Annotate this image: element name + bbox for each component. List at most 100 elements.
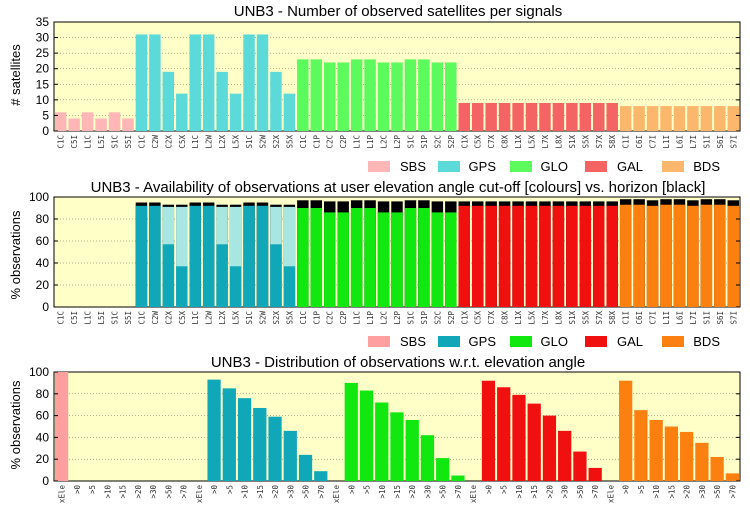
bar-cutoff <box>162 244 175 307</box>
x-tick-label: S1X <box>568 135 577 149</box>
x-tick-label: S7I <box>729 135 738 149</box>
bar-cutoff <box>512 205 524 307</box>
x-tick-label: >15 <box>667 485 676 499</box>
legend-label-gps: GPS <box>469 334 497 349</box>
x-tick-label: >30 <box>698 485 707 499</box>
bar-cutoff <box>687 205 699 307</box>
x-tick-label: L1C <box>353 135 362 149</box>
x-tick-label: C7X <box>487 135 496 149</box>
x-tick-label: L5X <box>528 135 537 149</box>
x-tick-label: S1C <box>406 135 415 149</box>
legend-swatch-gps <box>438 336 460 347</box>
y-tick-label: 40 <box>36 430 50 444</box>
y-tick-label: 100 <box>29 190 49 204</box>
x-tick-label: C7X <box>487 311 496 325</box>
x-tick-label: C2P <box>339 311 348 325</box>
x-tick-label: L1P <box>366 135 375 149</box>
x-tick-label: >70 <box>180 485 189 499</box>
x-tick-label: xEle <box>332 485 341 504</box>
x-tick-label: L5X <box>528 311 537 325</box>
bar <box>68 118 80 131</box>
y-tick-label: 25 <box>36 46 50 60</box>
x-tick-label: C7I <box>649 311 658 325</box>
bar <box>552 102 565 131</box>
x-tick-label: L5I <box>97 311 106 325</box>
y-tick-label: 20 <box>36 452 50 466</box>
x-tick-label: C5X <box>474 311 483 325</box>
legend-swatch-sbs <box>368 161 390 172</box>
y-tick-label: 60 <box>36 234 50 248</box>
y-tick-label: 15 <box>36 77 50 91</box>
x-tick-label: >10 <box>652 485 661 499</box>
bar-cutoff <box>727 205 739 307</box>
bar-cutoff <box>377 212 390 307</box>
bar <box>283 93 296 131</box>
x-tick-label: xEle <box>58 485 67 504</box>
bar <box>324 62 336 131</box>
x-tick-label: >0 <box>347 485 356 495</box>
bar <box>337 62 349 131</box>
bar-bds <box>619 380 633 481</box>
x-tick-label: L2P <box>393 135 402 149</box>
bar-cutoff <box>391 212 403 307</box>
x-tick-label: >5 <box>88 485 97 494</box>
bar-gal <box>573 451 587 481</box>
legend-swatch-bds <box>662 336 684 347</box>
x-tick-label: L1C <box>353 311 362 325</box>
x-tick-label: C1P <box>312 311 321 325</box>
x-tick-label: xEle <box>606 485 615 504</box>
bar <box>189 34 201 132</box>
bar <box>377 62 390 131</box>
legend-label-gal: GAL <box>617 159 643 174</box>
bar-cutoff <box>270 244 282 307</box>
bar <box>566 102 578 131</box>
y-tick-label: 20 <box>36 62 50 76</box>
x-tick-label: C2C <box>326 135 335 149</box>
bar-cutoff <box>593 205 605 307</box>
bar-gps-light <box>176 206 188 307</box>
x-tick-label: L7I <box>689 311 698 325</box>
bar-cutoff <box>539 205 551 307</box>
bar <box>391 62 403 131</box>
bar-cutoff <box>673 204 686 307</box>
bar <box>108 112 121 131</box>
x-tick-label: >0 <box>622 485 631 495</box>
y-tick-label: 30 <box>36 31 50 45</box>
x-tick-label: >30 <box>149 485 158 499</box>
x-tick-label: >10 <box>378 485 387 499</box>
x-tick-label: >50 <box>164 485 173 499</box>
legend-swatch-glo <box>510 336 532 347</box>
bar-cutoff <box>364 208 376 307</box>
x-tick-label: S2C <box>433 311 442 325</box>
x-tick-label: L5I <box>97 135 106 149</box>
bar-cutoff <box>243 205 255 307</box>
x-tick-label: >70 <box>454 485 463 499</box>
y-tick-label: 20 <box>36 278 50 292</box>
bar-cutoff <box>297 208 309 307</box>
x-tick-label: >30 <box>561 485 570 499</box>
x-tick-label: C5I <box>70 135 79 149</box>
bar <box>660 106 672 131</box>
x-tick-label: L2C <box>380 311 389 325</box>
chart2-title: UNB3 - Availability of observations at u… <box>91 179 706 196</box>
bar-cutoff <box>606 205 618 307</box>
bar-cutoff <box>633 204 645 307</box>
bar <box>364 59 376 131</box>
bar-gps <box>314 471 328 481</box>
bar <box>673 106 686 131</box>
bar <box>619 106 632 131</box>
x-tick-label: >5 <box>500 485 509 494</box>
bar <box>458 102 470 131</box>
bar <box>418 59 430 131</box>
x-tick-label: L2X <box>218 311 227 325</box>
x-tick-label: >70 <box>728 485 737 499</box>
x-tick-label: L1C <box>191 135 200 149</box>
bar-gal <box>512 394 526 481</box>
legend-label-gal: GAL <box>617 334 643 349</box>
x-tick-label: C1C <box>299 311 308 325</box>
x-tick-label: L1X <box>514 135 523 149</box>
bar <box>95 118 107 131</box>
x-tick-label: C1I <box>622 311 631 325</box>
chart3-title: UNB3 - Distribution of observations w.r.… <box>211 354 585 371</box>
x-tick-label: xEle <box>195 485 204 504</box>
